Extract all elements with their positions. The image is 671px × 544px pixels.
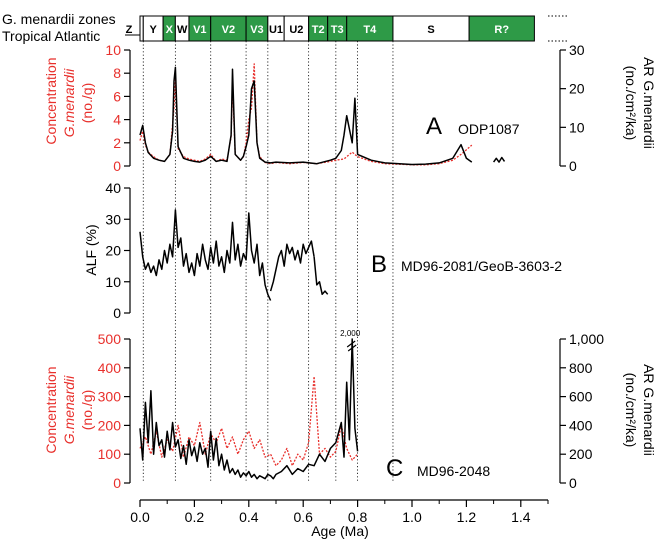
zone-label-u1: U1 [269, 24, 283, 36]
zone-label-t4: T4 [363, 24, 377, 36]
panel-c-left-title-1: Concentration [43, 366, 59, 453]
panel-c-right-title-2: (no./cm²/ka) [623, 373, 639, 448]
zone-label-v3: V3 [250, 24, 263, 36]
panel-c-series-1 [139, 338, 359, 480]
left-tick-label: 0 [113, 305, 121, 321]
panel-c-break-annotation: 2,000 [340, 329, 361, 338]
left-tick-label: 200 [98, 417, 122, 433]
panel-b-axes: 0 10 20 30 40 [105, 180, 131, 321]
panel-c: 0 100 200 300 400 500 0 200 400 600 800 1,000 0.0 0.2… [43, 329, 657, 539]
zone-label-x: X [166, 24, 174, 36]
left-tick-label: 10 [105, 42, 121, 58]
panel-c-right-title-1: AR G.menardii [641, 364, 657, 456]
right-tick-label: 800 [569, 360, 593, 376]
zone-label-z: Z [126, 24, 133, 36]
left-tick-label: 2 [113, 135, 121, 151]
left-tick-label: 6 [113, 88, 121, 104]
panel-b-core-name: MD96-2081/GeoB-3603-2 [401, 258, 562, 274]
right-tick-label: 20 [569, 81, 585, 97]
panel-c-core-name: MD96-2048 [417, 463, 490, 479]
panel-c-series-0 [139, 375, 359, 467]
panel-a-left-title-2: G.menardii [61, 68, 77, 137]
panel-a-letter: A [426, 113, 442, 140]
panel-c-plot [139, 338, 359, 480]
x-tick-label: 1.0 [402, 509, 422, 525]
panel-c-left-title-3: (no./g) [79, 390, 95, 430]
right-tick-label: 10 [569, 119, 585, 135]
axis-break-mark [346, 340, 356, 348]
panel-c-letter: C [386, 455, 403, 482]
panel-b-letter: B [371, 251, 387, 278]
left-tick-label: 100 [98, 446, 122, 462]
x-tick-label: 1.4 [511, 509, 531, 525]
zone-label-u2: U2 [289, 24, 303, 36]
panel-b-series-1 [269, 240, 315, 292]
zone-label-v2: V2 [222, 24, 235, 36]
right-tick-label: 1,000 [569, 331, 604, 347]
x-tick-label: 0.6 [293, 509, 313, 525]
panel-a-series-1 [139, 66, 473, 166]
left-tick-label: 10 [105, 274, 121, 290]
left-tick-label: 20 [105, 243, 121, 259]
left-tick-label: 30 [105, 211, 121, 227]
left-tick-label: 400 [98, 360, 122, 376]
zone-label-t3: T3 [331, 24, 344, 36]
panel-c-left-title-2: G.menardii [61, 375, 77, 444]
zone-row-label-1: G. menardii zones [2, 11, 116, 27]
left-tick-label: 4 [113, 112, 121, 128]
panel-a-series-2 [492, 156, 506, 163]
x-tick-label: 0.4 [239, 509, 259, 525]
panel-a-axes: 0 2 4 6 8 10 0 10 20 30 [105, 42, 584, 174]
left-tick-label: 40 [105, 180, 121, 196]
zone-cell-u2 [283, 15, 310, 42]
zone-label-y: Y [150, 24, 158, 36]
right-tick-label: 0 [569, 158, 577, 174]
panel-a-core-name: ODP1087 [458, 121, 520, 137]
zone-cell-v2 [210, 15, 247, 42]
right-tick-label: 200 [569, 446, 593, 462]
x-tick-label: 0.0 [130, 509, 150, 525]
right-tick-label: 0 [569, 475, 577, 491]
x-axis-title: Age (Ma) [311, 523, 369, 539]
panel-b-series-2 [313, 256, 329, 296]
zone-label-v1: V1 [193, 24, 206, 36]
right-tick-label: 400 [569, 417, 593, 433]
panel-a-left-title-3: (no./g) [79, 83, 95, 123]
panel-a-plot [139, 63, 506, 166]
right-tick-label: 600 [569, 389, 593, 405]
zone-label-s: S [427, 24, 434, 36]
panel-a-series-0 [139, 63, 473, 166]
zone-cell-rq [468, 15, 535, 42]
left-tick-label: 300 [98, 389, 122, 405]
left-tick-label: 8 [113, 65, 121, 81]
left-tick-label: 500 [98, 331, 122, 347]
panel-a-right-title-1: AR G.menardii [641, 57, 657, 149]
left-tick-label: 0 [113, 158, 121, 174]
axis-break-mark [347, 344, 357, 352]
left-tick-label: 0 [113, 475, 121, 491]
right-tick-label: 30 [569, 42, 585, 58]
zone-label-rq: R? [494, 24, 509, 36]
zone-label-w: W [177, 24, 188, 36]
zone-guide-lines [142, 41, 394, 483]
panel-b-plot [139, 209, 329, 301]
zone-row-label-2: Tropical Atlantic [2, 28, 100, 44]
x-tick-label: 0.2 [185, 509, 205, 525]
panel-b-left-title: ALF (%) [83, 224, 99, 275]
zone-label-t2: T2 [312, 24, 325, 36]
panel-c-axes: 0 100 200 300 400 500 0 200 400 600 800 1,000 0.0 0.2… [98, 331, 605, 525]
x-tick-label: 1.2 [457, 509, 477, 525]
zone-cell-s [392, 15, 470, 42]
panel-b: 0 10 20 30 40 ALF (%) B MD96-2081/GeoB-3603-… [83, 180, 562, 321]
panel-a-right-title-2: (no./cm²/ka) [623, 66, 639, 141]
x-tick-label: 0.8 [348, 509, 368, 525]
panel-b-series-0 [139, 209, 272, 301]
panel-a-left-title-1: Concentration [43, 57, 59, 144]
zone-cells: Z Y X W V1 V2 V3 U1 U2 T2 T3 T4 S R? [126, 15, 535, 42]
